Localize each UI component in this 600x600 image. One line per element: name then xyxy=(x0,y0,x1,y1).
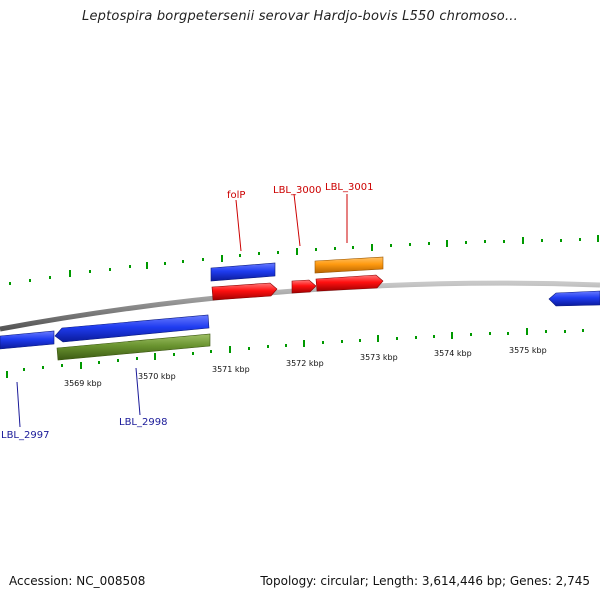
scale-label-3571: 3571 kbp xyxy=(212,365,250,374)
leader-LBL_2997 xyxy=(16,381,21,428)
inner-tick-row xyxy=(6,328,584,378)
leader-folP xyxy=(235,199,242,252)
outer-tick-row xyxy=(9,235,599,285)
gene-label-LBL_3001[interactable]: LBL_3001 xyxy=(325,182,373,193)
gene-right-blue-arrow[interactable] xyxy=(548,290,600,307)
scale-label-3573: 3573 kbp xyxy=(360,353,398,362)
gene-folP-blue[interactable] xyxy=(210,262,276,282)
gene-LBL_2998-green[interactable] xyxy=(56,333,211,361)
gene-label-LBL_2997[interactable]: LBL_2997 xyxy=(1,430,49,441)
scale-label-3575: 3575 kbp xyxy=(509,346,547,355)
leader-LBL_3000 xyxy=(293,193,301,247)
gene-LBL_3001-arrow[interactable] xyxy=(315,274,384,292)
genome-summary: Topology: circular; Length: 3,614,446 bp… xyxy=(260,574,590,588)
scale-label-3572: 3572 kbp xyxy=(286,359,324,368)
gene-LBL_3000-arrow[interactable] xyxy=(291,279,317,294)
gene-LBL_2997-blue[interactable] xyxy=(0,330,55,350)
scale-label-3569: 3569 kbp xyxy=(64,379,102,388)
scale-label-3574: 3574 kbp xyxy=(434,349,472,358)
gene-label-LBL_3000[interactable]: LBL_3000 xyxy=(273,185,321,196)
accession-info: Accession: NC_008508 xyxy=(9,574,146,588)
map-title: Leptospira borgpetersenii serovar Hardjo… xyxy=(82,9,518,24)
gene-label-LBL_2998[interactable]: LBL_2998 xyxy=(119,417,167,428)
leader-LBL_2998 xyxy=(135,367,141,416)
gene-LBL_2998-blue-arrow[interactable] xyxy=(54,314,210,343)
gene-LBL_3001-orange[interactable] xyxy=(314,256,384,274)
scale-label-3570: 3570 kbp xyxy=(138,372,176,381)
gene-folP-arrow[interactable] xyxy=(211,282,278,301)
gene-label-folP[interactable]: folP xyxy=(227,190,245,201)
